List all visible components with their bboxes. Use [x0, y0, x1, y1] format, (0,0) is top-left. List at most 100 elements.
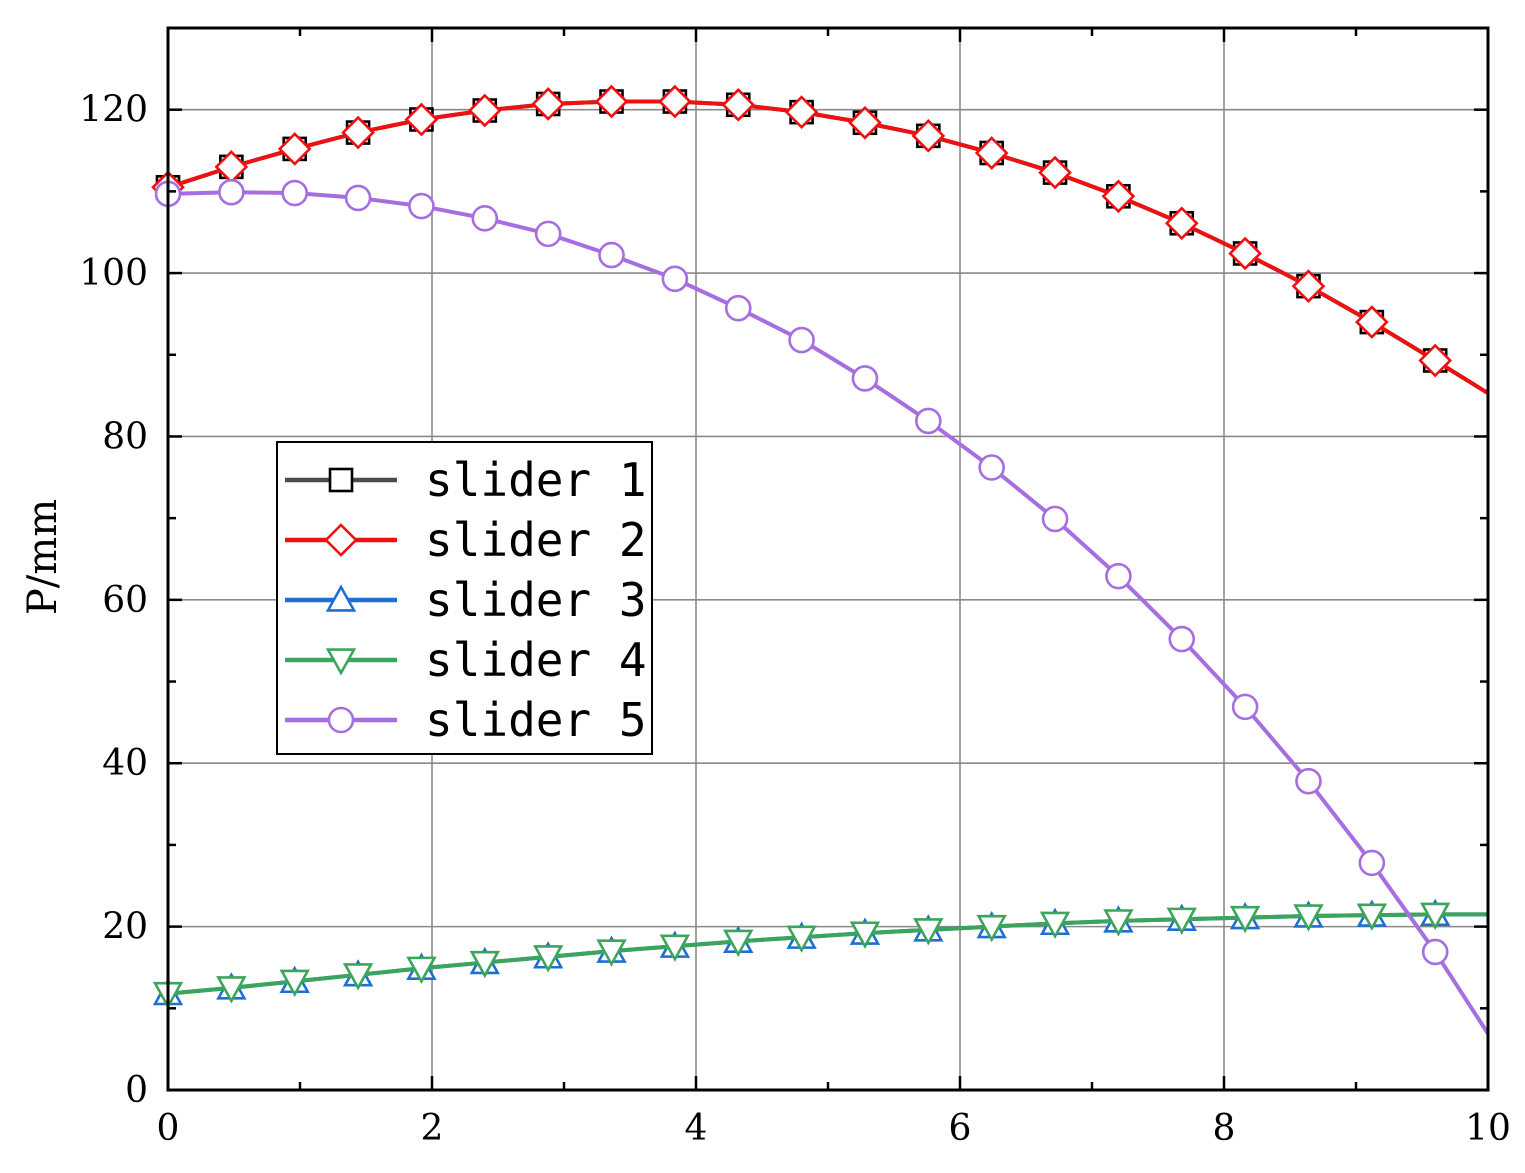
data-point — [1229, 905, 1261, 934]
data-point — [1228, 236, 1262, 271]
legend-label: slider 1 — [425, 453, 647, 507]
data-point — [1419, 902, 1451, 931]
data-point — [849, 921, 881, 949]
data-point — [1039, 911, 1071, 940]
legend-marker — [325, 648, 357, 676]
data-point — [216, 976, 247, 1004]
data-point — [341, 115, 375, 150]
legend-item: slider 1 — [285, 453, 647, 507]
data-point — [408, 192, 435, 220]
legend-item: slider 2 — [285, 513, 647, 567]
legend-label: slider 4 — [425, 633, 647, 687]
data-point — [406, 956, 437, 984]
series-line — [167, 99, 1490, 395]
data-point — [404, 102, 439, 137]
series-line — [167, 190, 1490, 1035]
x-tick-label: 8 — [1213, 1108, 1236, 1149]
legend-item: slider 5 — [285, 693, 647, 747]
data-point — [1355, 305, 1389, 339]
data-point — [913, 918, 944, 946]
data-point — [1358, 849, 1386, 877]
series-line — [167, 99, 1490, 395]
x-tick-label: 2 — [421, 1108, 444, 1149]
data-point — [974, 136, 1009, 170]
legend-marker — [328, 467, 354, 493]
data-point — [531, 87, 565, 121]
data-point — [1295, 767, 1322, 795]
y-tick-label: 40 — [102, 743, 148, 784]
data-point — [467, 93, 502, 128]
y-tick-label: 100 — [79, 253, 148, 294]
data-point — [469, 950, 501, 979]
x-tick-label: 4 — [685, 1108, 708, 1149]
legend-marker — [324, 523, 358, 557]
data-point — [218, 178, 245, 206]
series-4 — [152, 902, 1488, 1010]
y-tick-label: 0 — [125, 1070, 148, 1111]
data-point — [784, 95, 819, 129]
x-tick-label: 0 — [157, 1108, 180, 1149]
data-point — [1356, 903, 1388, 931]
data-point — [1418, 343, 1453, 378]
data-point — [344, 184, 372, 212]
legend-marker — [327, 706, 355, 734]
legend-marker — [325, 584, 357, 612]
legend-item: slider 4 — [285, 633, 647, 687]
data-point — [723, 929, 754, 957]
y-axis-label: P/mm — [20, 499, 66, 615]
data-point — [1103, 909, 1134, 937]
data-point — [471, 205, 499, 232]
data-point — [532, 945, 564, 973]
data-point — [596, 939, 627, 967]
data-point — [279, 969, 310, 998]
data-point — [915, 407, 942, 435]
data-point — [848, 105, 882, 140]
series-layer — [151, 84, 1490, 1035]
data-point — [1105, 562, 1132, 590]
data-point — [851, 365, 879, 392]
data-point — [1421, 938, 1449, 966]
data-point — [661, 265, 689, 293]
data-point — [277, 132, 312, 166]
data-point — [1038, 155, 1072, 190]
legend-item: slider 3 — [285, 573, 647, 627]
y-tick-label: 80 — [102, 416, 148, 457]
y-tick-label: 120 — [79, 90, 148, 131]
series-5 — [154, 178, 1490, 1035]
series-2 — [151, 84, 1490, 395]
legend-label: slider 2 — [425, 513, 647, 567]
data-point — [1293, 904, 1324, 932]
data-point — [1041, 505, 1069, 533]
data-point — [976, 914, 1007, 943]
data-point — [594, 84, 629, 119]
data-point — [281, 179, 309, 207]
x-tick-label: 10 — [1465, 1108, 1511, 1149]
legend: slider 1 slider 2 slider 3 slider 4 slider 5 — [276, 441, 653, 755]
data-point — [786, 925, 817, 953]
y-tick-label: 60 — [102, 580, 148, 621]
series-line — [167, 912, 1488, 996]
data-point — [342, 963, 374, 991]
data-point — [1168, 625, 1196, 653]
data-point — [1291, 269, 1326, 303]
data-point — [721, 87, 756, 122]
legend-label: slider 3 — [425, 573, 647, 627]
data-point — [598, 241, 625, 269]
data-point — [788, 326, 815, 354]
x-tick-label: 6 — [949, 1108, 972, 1149]
data-point — [658, 84, 692, 119]
data-point — [1231, 693, 1259, 721]
data-point — [978, 454, 1005, 481]
data-point — [1101, 179, 1136, 214]
legend-label: slider 5 — [425, 693, 647, 747]
y-tick-label: 20 — [102, 907, 148, 948]
data-point — [659, 934, 691, 962]
data-point — [724, 294, 752, 322]
data-point — [1164, 206, 1199, 241]
data-point — [534, 220, 562, 248]
data-point — [911, 118, 946, 153]
data-point — [1166, 907, 1197, 935]
